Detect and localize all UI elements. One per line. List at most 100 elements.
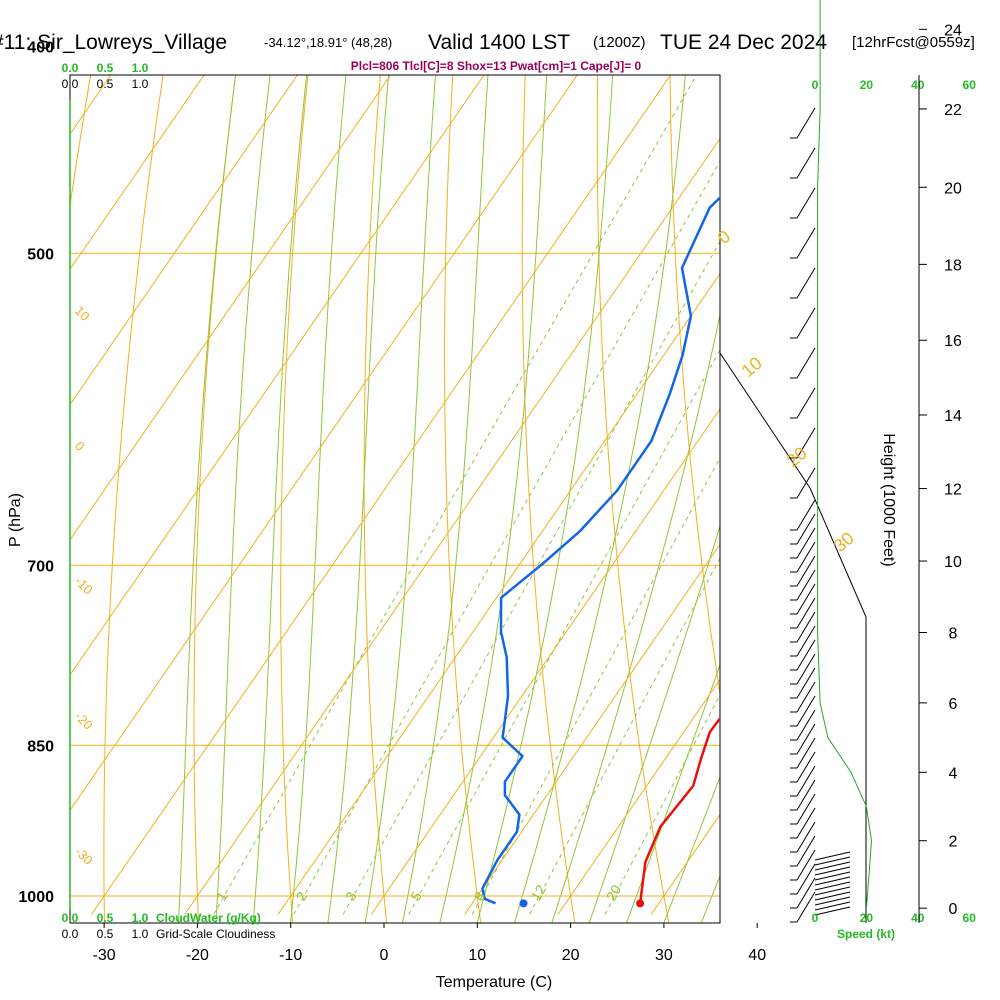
mixing-ratio-label: 20	[603, 882, 625, 904]
cloudiness-label: Grid-Scale Cloudiness	[156, 927, 275, 941]
wind-barb	[814, 906, 851, 916]
wind-barb	[796, 499, 816, 531]
cloudwater-scale-label: 0.5	[97, 61, 114, 75]
speed-scale-label: 60	[963, 78, 977, 92]
wind-barb	[796, 541, 816, 573]
title-date: TUE 24 Dec 2024	[660, 31, 827, 54]
wind-barb	[814, 871, 851, 881]
moist-adiabat	[252, 75, 308, 923]
height-axis-label: Height (1000 Feet)	[880, 433, 897, 566]
wind-barb	[796, 513, 816, 545]
dry-adiabat-label: 30	[830, 528, 858, 556]
height-tick-label: 4	[949, 765, 958, 782]
isotherm-line	[277, 272, 720, 915]
dry-adiabat	[521, 75, 576, 923]
moist-adiabat	[215, 75, 271, 923]
isotherm-line	[70, 75, 578, 812]
wind-barb	[796, 849, 816, 881]
wind-barb	[796, 821, 816, 853]
x-tick-label: -30	[93, 947, 116, 964]
wind-barb	[814, 876, 851, 886]
wind-barb	[796, 779, 816, 811]
adiabat-lines	[70, 0, 1000, 923]
moist-adiabat	[364, 75, 437, 923]
mixing-ratio-label: 2	[293, 889, 311, 904]
pressure-tick-label: 850	[27, 738, 54, 755]
isotherm-label: -20	[72, 709, 96, 733]
wind-barb	[796, 107, 816, 139]
moist-adiabat	[289, 75, 347, 923]
isotherm-line	[70, 75, 485, 676]
hodograph-outline	[719, 352, 867, 923]
dewpoint-trace	[481, 195, 720, 905]
pressure-tick-label: 1000	[18, 889, 54, 906]
x-tick-label: 0	[380, 947, 389, 964]
wind-barb	[796, 347, 816, 379]
wind-barb	[796, 427, 816, 459]
wind-barb	[796, 583, 816, 615]
moist-adiabat	[663, 775, 720, 923]
wind-barb	[796, 863, 816, 895]
isotherm-line	[370, 408, 720, 915]
mixing-ratio-line	[213, 75, 698, 915]
title-station: #11: Sir_Lowreys_Village	[0, 31, 227, 54]
temperature-trace	[638, 716, 720, 904]
title-valid: Valid 1400 LST	[428, 31, 570, 54]
wind-barb	[796, 267, 816, 299]
isotherm-line	[70, 75, 298, 406]
cloudwater-scale-label: 0.0	[62, 911, 79, 925]
wind-barbs	[790, 107, 851, 923]
wind-barb	[796, 765, 816, 797]
wind-barb	[796, 709, 816, 741]
x-tick-label: 10	[468, 947, 486, 964]
surface-dewpoint-dot	[519, 899, 528, 908]
speed-scale-label: 0	[812, 911, 819, 925]
y-axis-label: P (hPa)	[7, 493, 24, 547]
wind-barb	[814, 886, 851, 896]
cloudiness-scale-label: 0.5	[97, 77, 114, 91]
dry-adiabat	[939, 0, 1000, 923]
height-tick-label: 8	[949, 625, 958, 642]
height-tick-label: 20	[944, 180, 962, 197]
wind-barb	[814, 851, 851, 861]
sounding-traces	[481, 195, 720, 908]
dry-adiabat	[669, 75, 720, 697]
moist-adiabat	[738, 0, 1000, 923]
isotherm-line	[70, 75, 392, 541]
mixing-ratio-line	[408, 348, 720, 915]
x-tick-label: 30	[655, 947, 673, 964]
wind-barb	[796, 723, 816, 755]
cloudwater-scale-label: 1.0	[132, 61, 149, 75]
cloudiness-scale-label: 0.0	[62, 77, 79, 91]
wind-barb	[796, 187, 816, 219]
moist-adiabat	[327, 75, 390, 923]
mixing-ratio-line	[342, 240, 720, 915]
cloudwater-scale-label: 0.0	[62, 61, 79, 75]
speed-scale-label: 40	[911, 78, 925, 92]
wind-barb	[814, 861, 851, 871]
height-tick-label: 6	[949, 696, 958, 713]
cloudiness-scale-label: 1.0	[132, 77, 149, 91]
wind-barb	[796, 387, 816, 419]
isotherm-label: 0	[72, 438, 88, 454]
x-tick-label: 20	[562, 947, 580, 964]
mixing-ratio-line	[293, 160, 720, 915]
height-tick-label: 2	[949, 834, 958, 851]
isotherm-line	[557, 678, 720, 915]
dry-adiabat	[808, 0, 951, 923]
title-coords: -34.12°,18.91° (48,28)	[264, 35, 392, 50]
x-axis-label: Temperature (C)	[436, 974, 552, 991]
wind-barb	[796, 681, 816, 713]
wind-barb	[814, 891, 851, 901]
x-tick-label: -20	[186, 947, 209, 964]
mixing-ratio-label: 3	[342, 889, 360, 904]
wind-barb	[796, 877, 816, 909]
cloudiness-scale-label: 1.0	[132, 927, 149, 941]
dry-adiabat	[444, 75, 482, 923]
speed-scale-label: 20	[860, 78, 874, 92]
isotherm-line	[70, 75, 205, 271]
height-tick-label: 18	[944, 257, 962, 274]
wind-speed-line	[817, 0, 873, 909]
moist-adiabat	[178, 75, 237, 923]
